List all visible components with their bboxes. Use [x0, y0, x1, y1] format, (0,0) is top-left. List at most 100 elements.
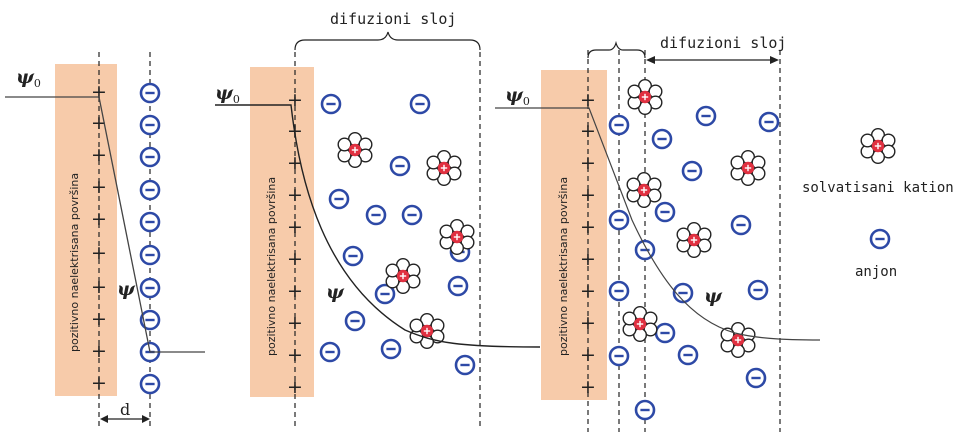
anion — [681, 160, 703, 182]
anion — [730, 214, 752, 236]
anion — [454, 354, 476, 376]
plus-charge: + — [287, 89, 303, 111]
anion — [389, 155, 411, 177]
plus-charge: + — [287, 280, 303, 302]
plus-charge: + — [91, 308, 107, 330]
plus-charge: + — [91, 208, 107, 230]
anion — [634, 399, 656, 421]
diffuse-layer-label: difuzioni sloj — [660, 34, 786, 52]
anion — [654, 322, 676, 344]
plus-charge: + — [287, 344, 303, 366]
solvated-cation — [676, 221, 712, 258]
plus-charge: + — [580, 216, 596, 238]
anion — [365, 204, 387, 226]
anion — [608, 280, 630, 302]
anion-layer — [139, 82, 161, 395]
plus-charge: + — [287, 248, 303, 270]
plus-charge: + — [580, 184, 596, 206]
anion — [608, 114, 630, 136]
stern-layer-brace — [587, 40, 646, 59]
anion — [328, 188, 350, 210]
anion — [654, 201, 676, 223]
anion — [342, 245, 364, 267]
solvated-cation — [622, 306, 658, 342]
anion — [139, 179, 161, 201]
anion — [758, 111, 780, 133]
anion — [651, 128, 673, 150]
solvated-cation — [439, 218, 475, 256]
anion — [745, 367, 767, 389]
charged-plate — [55, 64, 117, 396]
distance-label: d — [120, 400, 130, 419]
solvated-cation — [627, 78, 663, 116]
plus-charge: + — [580, 89, 596, 111]
anion — [409, 93, 431, 115]
psi0-label: ψ0 — [16, 66, 41, 90]
solvated-cation — [385, 258, 421, 294]
solvated-cation — [730, 149, 766, 187]
plate-label: pozitivno naelektrisana površina — [557, 177, 570, 356]
plus-charge: + — [580, 152, 596, 174]
anion — [139, 114, 161, 136]
psi-label: ψ — [704, 285, 723, 307]
anion — [695, 105, 717, 127]
panel-helmholtz: pozitivno naelektrisana površina + + + + + + +… — [5, 52, 205, 426]
anion — [447, 275, 469, 297]
plus-charge: + — [91, 372, 107, 394]
plus-charge: + — [91, 176, 107, 198]
plus-charge: + — [91, 340, 107, 362]
anion — [747, 279, 769, 301]
legend-cation-label: solvatisani kation — [802, 180, 954, 196]
anion — [344, 310, 366, 332]
psi0-label: ψ0 — [215, 82, 240, 106]
diffuse-layer-label: difuzioni sloj — [330, 10, 456, 28]
plus-charge: + — [287, 312, 303, 334]
anion — [401, 204, 423, 226]
anion — [139, 82, 161, 104]
anion — [608, 345, 630, 367]
panel-diffuse: pozitivno naelektrisana površina difuzio… — [215, 10, 541, 430]
anion — [320, 93, 342, 115]
anion — [380, 338, 402, 360]
psi-label: ψ — [326, 281, 345, 303]
solvated-cation — [426, 149, 462, 187]
plus-charge: + — [580, 280, 596, 302]
anion — [677, 344, 699, 366]
diffuse-layer-arrow-head-right — [770, 56, 779, 64]
plus-charge: + — [91, 242, 107, 264]
plus-charge: + — [91, 144, 107, 166]
plus-charge: + — [580, 376, 596, 398]
anion — [319, 341, 341, 363]
charged-plate — [250, 67, 314, 397]
distance-arrow-head-left — [100, 415, 108, 423]
legend-anion-icon — [869, 228, 891, 250]
plus-charges: ++++++++++ — [91, 81, 107, 394]
plus-charge: + — [580, 344, 596, 366]
plus-charge: + — [287, 376, 303, 398]
plus-charge: + — [580, 312, 596, 334]
anion — [139, 373, 161, 395]
plate-label: pozitivno naelektrisana površina — [265, 177, 278, 356]
anion — [608, 209, 630, 231]
panel-stern: pozitivno naelektrisana površina difuzio… — [495, 34, 821, 432]
psi-label: ψ — [117, 278, 136, 300]
diffuse-layer-brace — [294, 31, 481, 51]
potential-curve — [495, 107, 821, 341]
anion — [139, 277, 161, 299]
anion — [139, 146, 161, 168]
plus-charge: + — [287, 216, 303, 238]
legend-cation-icon — [860, 127, 896, 165]
plus-charge: + — [580, 248, 596, 270]
potential-curve — [215, 104, 541, 348]
legend: solvatisani kation anjon — [802, 127, 954, 280]
plus-charge: + — [91, 276, 107, 298]
solvated-cation — [720, 322, 756, 358]
solvated-cation — [337, 131, 373, 169]
distance-arrow-head-right — [142, 415, 150, 423]
solvated-cation — [626, 171, 662, 209]
plus-charge: + — [580, 120, 596, 142]
plus-charges: + + + + + + + + + + — [580, 89, 596, 398]
diffuse-layer-arrow-head-left — [646, 56, 655, 64]
plus-charge: + — [287, 184, 303, 206]
